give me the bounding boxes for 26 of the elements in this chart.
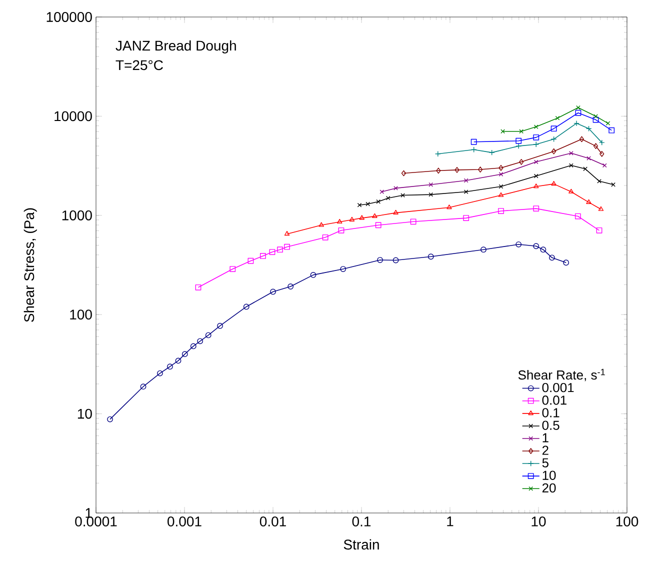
x-tick-label: 1 bbox=[447, 516, 454, 526]
legend-label: 0.001 bbox=[542, 382, 574, 392]
x-axis-title: Strain bbox=[344, 539, 379, 550]
legend-label: 10 bbox=[542, 470, 556, 480]
legend-label: 1 bbox=[542, 433, 548, 442]
legend-label: 5 bbox=[542, 458, 548, 468]
x-tick-label: 10 bbox=[532, 516, 546, 526]
annotation: T=25°C bbox=[116, 60, 163, 70]
y-tick-label: 10000 bbox=[54, 111, 92, 122]
x-tick-label: 100 bbox=[616, 516, 638, 526]
legend-label: 0.01 bbox=[542, 396, 566, 405]
x-tick-label: 0.1 bbox=[352, 516, 371, 526]
x-tick-label: 0.001 bbox=[168, 516, 202, 526]
legend-label: 20 bbox=[542, 483, 556, 493]
y-tick-label: 10 bbox=[78, 408, 92, 419]
legend-title: Shear Rate, s$^{-1}$ bbox=[518, 368, 605, 382]
y-axis-title: Shear Stress, (Pa) bbox=[24, 208, 37, 322]
y-tick-label: 1000 bbox=[62, 210, 92, 220]
legend-label: 2 bbox=[542, 446, 548, 455]
x-tick-label: 0.01 bbox=[260, 516, 286, 526]
legend-label: 0.1 bbox=[542, 408, 560, 418]
annotation: JANZ Bread Dough bbox=[116, 40, 236, 54]
y-tick-label: 100 bbox=[70, 310, 92, 320]
legend-label: 0.5 bbox=[542, 420, 560, 430]
x-tick-label: 0.0001 bbox=[75, 516, 117, 526]
y-tick-label: 100000 bbox=[46, 12, 92, 22]
